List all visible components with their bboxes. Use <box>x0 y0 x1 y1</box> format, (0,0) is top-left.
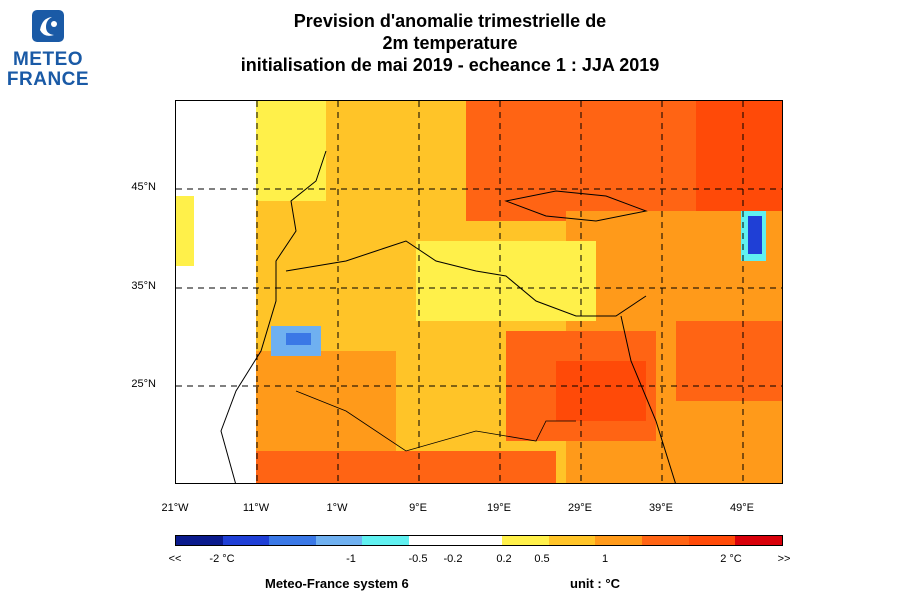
title-line-2: 2m temperature <box>382 33 518 53</box>
logo-text-meteo: METEO <box>12 49 84 70</box>
colorbar-label-02: 0.2 <box>496 553 512 565</box>
colorbar-swatch <box>269 536 316 545</box>
colorbar-swatch <box>315 536 363 545</box>
coastline-black-sea <box>504 190 648 222</box>
colorbar-label-minus02: -0.2 <box>443 553 463 565</box>
region-atlantic-white <box>176 101 256 483</box>
lat-label-35: 35°N <box>131 280 156 292</box>
coastline-mediterranean <box>285 240 647 317</box>
lon-label-29e: 29°E <box>568 502 592 514</box>
chart-title: Prevision d'anomalie trimestrielle de 2m… <box>160 10 740 76</box>
region-morocco-cold-core <box>286 333 311 345</box>
colorbar-swatch <box>362 536 410 545</box>
lon-label-39e: 39°E <box>649 502 673 514</box>
meteo-france-logo: METEO FRANCE <box>4 8 92 92</box>
colorbar-label-2: 2 °C <box>720 553 742 565</box>
colorbar-swatch <box>455 536 503 545</box>
lat-label-25: 25°N <box>131 378 156 390</box>
region-france <box>326 121 436 211</box>
region-sahara-core <box>556 361 646 421</box>
logo-emblem-icon <box>32 10 64 42</box>
lon-label-49e: 49°E <box>730 502 754 514</box>
lon-label-1w: 1°W <box>326 502 348 514</box>
model-name: Meteo-France system 6 <box>265 576 409 591</box>
colorbar-swatch <box>688 536 736 545</box>
colorbar-swatch <box>595 536 643 545</box>
colorbar-label-minus05: -0.5 <box>408 553 428 565</box>
coastline-red-sea <box>620 315 676 483</box>
region-arabia-hot <box>676 321 782 401</box>
colorbar-swatch <box>735 536 782 545</box>
colorbar-swatch <box>176 536 223 545</box>
colorbar-label-low: << <box>168 553 182 565</box>
logo-text-france: FRANCE <box>6 69 90 90</box>
region-east-hot <box>696 101 782 211</box>
colorbar-swatch <box>502 536 549 545</box>
anomaly-map <box>175 100 783 484</box>
title-line-3: initialisation de mai 2019 - echeance 1 … <box>240 55 660 75</box>
colorbar-label-high: >> <box>777 553 791 565</box>
region-uk <box>256 101 326 201</box>
lon-label-9e: 9°E <box>409 502 427 514</box>
colorbar <box>175 535 783 546</box>
colorbar-label-minus1: -1 <box>346 553 356 565</box>
region-atlantic-yellow <box>176 196 194 266</box>
region-mediterranean <box>416 241 596 321</box>
colorbar-label-1: 1 <box>601 553 609 565</box>
colorbar-swatch <box>548 536 596 545</box>
colorbar-swatch <box>222 536 270 545</box>
lon-label-11w: 11°W <box>242 502 270 514</box>
lat-label-45: 45°N <box>131 181 156 193</box>
map-canvas <box>176 101 782 483</box>
coastline-atlantic <box>220 150 327 483</box>
colorbar-label-minus2: -2 °C <box>209 553 235 565</box>
border-lines <box>295 390 576 452</box>
colorbar-swatch <box>409 536 456 545</box>
region-south-hot <box>256 451 556 483</box>
lon-label-21w: 21°W <box>161 502 189 514</box>
colorbar-swatch <box>642 536 689 545</box>
lon-label-19e: 19°E <box>487 502 511 514</box>
title-line-1: Prevision d'anomalie trimestrielle de <box>293 11 607 31</box>
map-graticule <box>176 101 782 483</box>
colorbar-label-05: 0.5 <box>534 553 550 565</box>
unit-label: unit : °C <box>570 576 620 591</box>
region-caspian-cold-core <box>748 216 762 254</box>
